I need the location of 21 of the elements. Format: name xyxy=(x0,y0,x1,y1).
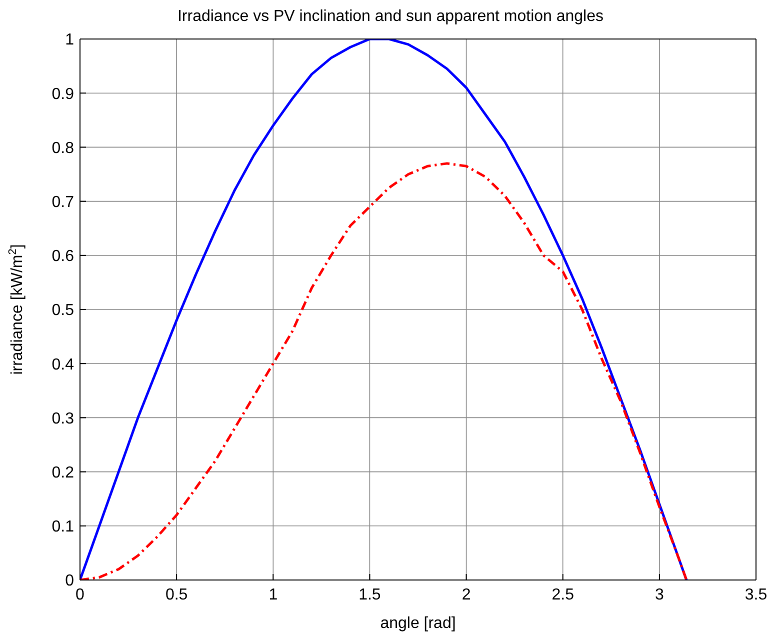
x-tick-label: 3.5 xyxy=(744,586,768,604)
x-tick-label: 2 xyxy=(462,586,471,604)
y-tick-label: 0.7 xyxy=(52,194,74,211)
y-tick-label: 0.9 xyxy=(52,86,74,103)
y-tick-label: 1 xyxy=(65,32,74,49)
y-tick-label: 0.5 xyxy=(52,302,74,320)
line-series xyxy=(80,162,688,580)
x-tick-label: 1.5 xyxy=(358,586,381,604)
x-tick-label: 0.5 xyxy=(165,586,188,604)
x-tick-label: 3 xyxy=(654,586,664,604)
y-tick-label: 0.1 xyxy=(52,518,74,536)
x-tick-label: 1 xyxy=(268,586,278,604)
x-tick-label: 2.5 xyxy=(552,586,574,604)
y-tick-label: 0.3 xyxy=(52,410,74,428)
y-tick-label: 0 xyxy=(65,572,74,590)
y-tick-label: 0.2 xyxy=(52,464,74,482)
y-tick-label: 0.6 xyxy=(52,248,74,266)
y-tick-label: 0.8 xyxy=(52,140,74,157)
x-axis-title: angle [rad] xyxy=(380,615,456,632)
chart-title: Irradiance vs PV inclination and sun apparent motion angles xyxy=(176,8,605,26)
y-tick-label: 0.4 xyxy=(52,356,74,374)
